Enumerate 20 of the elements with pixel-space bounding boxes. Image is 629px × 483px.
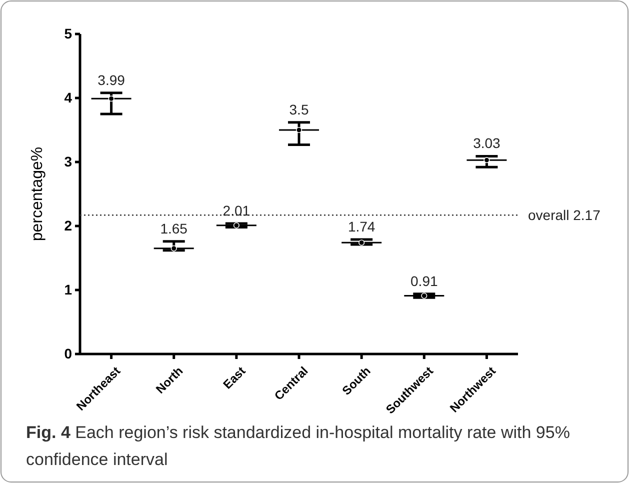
data-label: 3.99 — [98, 72, 126, 88]
point — [170, 245, 177, 252]
data-label: 0.91 — [410, 272, 438, 289]
y-tick-label: 1 — [64, 281, 72, 298]
point — [296, 126, 302, 134]
point — [484, 157, 490, 164]
y-tick-label: 3 — [64, 153, 72, 170]
ref-line-label: overall 2.17 — [528, 207, 601, 224]
caption: Fig. 4 Each region’s risk standardized in-hospital mortality rate with 95% confidence interval — [26, 423, 570, 469]
point — [108, 96, 114, 102]
data-label: 1.74 — [348, 218, 376, 234]
data-label: 2.01 — [222, 202, 250, 218]
y-tick-label: 2 — [64, 217, 72, 234]
y-axis-title: percentage% — [29, 146, 46, 242]
data-label: 1.65 — [160, 220, 188, 236]
y-tick-label: 4 — [64, 89, 72, 106]
data-label: 3.5 — [289, 101, 309, 118]
y-tick-label: 0 — [64, 345, 72, 362]
data-label: 3.03 — [473, 135, 501, 152]
y-tick-label: 5 — [64, 25, 72, 42]
